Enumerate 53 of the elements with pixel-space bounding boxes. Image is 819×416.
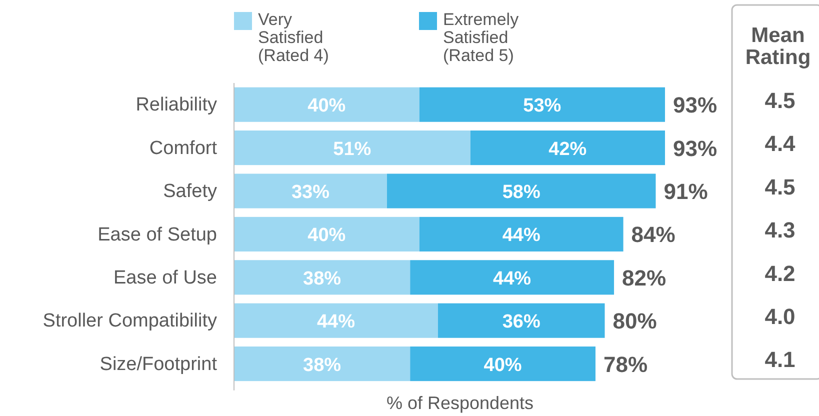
bar xyxy=(234,260,410,295)
data-label: 44% xyxy=(316,312,356,333)
legend-label: Extremely Satisfied (Rated 5) xyxy=(443,10,520,65)
text: Mean Rating xyxy=(745,24,811,69)
total-label: 91% xyxy=(664,179,708,204)
data-label: 38% xyxy=(303,268,342,290)
total-label: 93% xyxy=(673,92,718,118)
bar xyxy=(470,130,665,166)
bar xyxy=(234,174,387,208)
bar xyxy=(234,87,420,122)
data-label: 51% xyxy=(333,138,372,160)
text: 4.5 xyxy=(764,88,796,113)
data-label: 44% xyxy=(493,268,532,290)
data-label: 40% xyxy=(308,96,346,117)
text: 4.4 xyxy=(764,131,796,156)
bar xyxy=(234,130,470,166)
bar xyxy=(234,216,420,252)
y-tick-label: Ease of Setup xyxy=(98,224,217,246)
total-label: 80% xyxy=(612,308,657,334)
data-label: 36% xyxy=(502,312,540,333)
text: 4.1 xyxy=(764,347,796,372)
legend-label: Very Satisfied (Rated 4) xyxy=(258,10,329,65)
data-label: 38% xyxy=(303,354,342,376)
data-label: 40% xyxy=(308,225,346,246)
text: 4.0 xyxy=(764,304,796,329)
total-label: 78% xyxy=(603,352,648,377)
bar xyxy=(419,216,624,252)
data-label: 44% xyxy=(502,225,540,246)
bar xyxy=(410,346,596,382)
text: 4.5 xyxy=(764,174,796,200)
data-label: 53% xyxy=(523,96,562,117)
bar xyxy=(234,303,438,338)
bar xyxy=(386,174,656,208)
bar xyxy=(410,260,614,295)
total-label: 84% xyxy=(631,222,676,248)
bar xyxy=(419,87,665,122)
text: 4.2 xyxy=(764,260,796,286)
y-tick-label: Reliability xyxy=(136,94,218,116)
data-label: 40% xyxy=(484,354,522,376)
bar xyxy=(234,346,410,382)
text: 4.3 xyxy=(764,218,796,243)
total-label: 93% xyxy=(673,136,718,161)
y-tick-label: Comfort xyxy=(149,138,218,159)
y-tick-label: Size/Footprint xyxy=(100,354,218,375)
data-label: 42% xyxy=(548,138,587,160)
data-label: 58% xyxy=(502,182,540,203)
total-label: 82% xyxy=(622,265,666,290)
y-tick-label: Safety xyxy=(163,181,218,202)
y-tick-label: Ease of Use xyxy=(114,267,217,288)
x-axis-title: % of Respondents xyxy=(386,393,534,413)
y-tick-label: Stroller Compatibility xyxy=(42,310,218,332)
data-label: 33% xyxy=(291,182,330,203)
bar xyxy=(438,303,605,338)
